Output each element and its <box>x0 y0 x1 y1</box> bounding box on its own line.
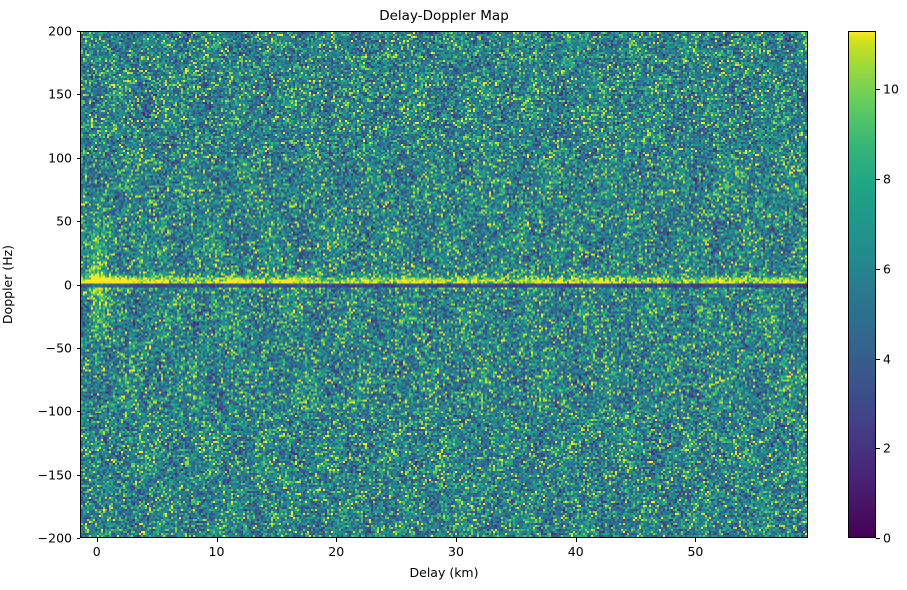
x-tick-label: 30 <box>448 544 464 559</box>
x-tick-mark <box>455 538 457 542</box>
y-tick-mark <box>76 94 80 96</box>
heatmap-image <box>81 32 807 537</box>
y-tick-mark <box>76 221 80 223</box>
colorbar-tick-mark <box>876 448 880 450</box>
colorbar <box>848 31 876 538</box>
page-title: Delay-Doppler Map <box>379 8 509 24</box>
colorbar-tick-label: 8 <box>883 171 891 187</box>
x-tick-mark <box>336 538 338 542</box>
x-tick-mark <box>96 538 98 542</box>
y-tick-mark <box>76 31 80 32</box>
y-tick-label: −100 <box>37 403 72 419</box>
x-tick-label: 10 <box>208 544 225 559</box>
colorbar-tick-label: 4 <box>883 351 891 367</box>
colorbar-tick-label: 2 <box>883 440 891 456</box>
y-tick-mark <box>76 157 80 159</box>
colorbar-tick-label: 0 <box>883 530 891 546</box>
colorbar-gradient <box>848 31 876 538</box>
x-tick-label: 40 <box>567 544 584 559</box>
y-tick-label: 100 <box>48 150 72 166</box>
y-tick-label: −200 <box>37 530 72 546</box>
y-tick-label: 0 <box>64 277 72 292</box>
x-tick-mark <box>695 538 697 542</box>
y-tick-label: 200 <box>48 23 72 39</box>
y-tick-mark <box>76 411 80 413</box>
colorbar-tick-mark <box>876 268 880 270</box>
colorbar-tick-label: 6 <box>883 261 891 277</box>
x-tick-label: 20 <box>328 544 345 559</box>
x-tick-mark <box>575 538 577 542</box>
y-tick-mark <box>76 284 80 286</box>
y-axis-label: Doppler (Hz) <box>0 244 15 325</box>
y-tick-label: −150 <box>37 467 72 483</box>
colorbar-tick-label: 10 <box>883 81 899 97</box>
x-tick-label: 0 <box>92 544 101 559</box>
x-tick-label: 50 <box>687 544 704 559</box>
y-tick-mark <box>76 474 80 476</box>
y-tick-mark <box>76 347 80 349</box>
y-tick-label: 50 <box>56 213 72 229</box>
y-tick-label: 150 <box>48 86 72 102</box>
colorbar-tick-mark <box>876 358 880 360</box>
colorbar-tick-mark <box>876 179 880 181</box>
y-tick-mark <box>76 538 80 539</box>
y-tick-label: −50 <box>45 340 72 356</box>
x-tick-mark <box>216 538 218 542</box>
colorbar-tick-mark <box>876 89 880 91</box>
x-axis-label: Delay (km) <box>409 565 479 580</box>
heatmap-plot-area <box>80 31 808 538</box>
colorbar-tick-mark <box>876 538 880 539</box>
